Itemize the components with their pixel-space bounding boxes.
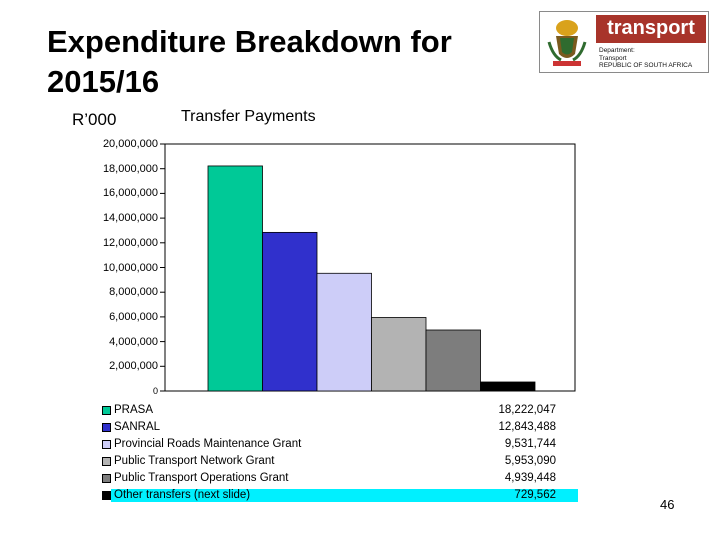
chart-title: Transfer Payments [181,108,316,125]
y-tick-label: 8,000,000 [109,286,158,299]
legend-label: PRASA [114,404,153,416]
legend-value: 729,562 [514,489,556,501]
legend-label: SANRAL [114,421,161,433]
page-number: 46 [660,497,675,512]
legend-swatch [102,406,111,415]
y-tick-label: 6,000,000 [109,310,158,323]
legend-label: Public Transport Network Grant [114,455,275,467]
logo-line-1: Department: [599,47,635,54]
legend-highlight [111,489,578,502]
logo-line-3: REPUBLIC OF SOUTH AFRICA [599,62,693,69]
y-tick-label: 12,000,000 [102,236,158,249]
y-tick-label: 16,000,000 [102,187,158,200]
bar [480,381,536,392]
legend-value: 12,843,488 [498,421,556,433]
legend-label: Provincial Roads Maintenance Grant [114,438,302,450]
bar [207,165,263,392]
coat-of-arms-icon [547,20,587,66]
legend-value: 18,222,047 [498,404,556,416]
logo-subtitle: Department: Transport REPUBLIC OF SOUTH … [599,47,692,70]
y-tick-label: 20,000,000 [102,138,158,150]
slide-title-line1: Expenditure Breakdown for [47,24,452,59]
logo-line-2: Transport [599,54,627,62]
legend-swatch [102,440,111,449]
legend-label: Other transfers (next slide) [114,489,251,501]
y-tick-label: 0 [152,386,158,396]
legend-swatch [102,474,111,483]
plot-area [164,143,576,392]
bar [316,272,372,392]
logo-wordmark: transport [607,17,695,39]
legend-swatch [102,491,111,500]
y-tick-label: 10,000,000 [102,261,158,274]
legend-value: 5,953,090 [504,455,556,467]
slide-title-line2: 2015/16 [47,64,160,99]
y-tick-label: 4,000,000 [109,335,158,348]
bar [262,231,318,392]
legend-swatch [102,423,111,432]
bar [371,317,427,392]
bar [425,329,481,392]
logo-wordmark-band: transport [596,15,706,43]
slide-title: Expenditure Breakdown for 2015/16 [47,22,517,102]
legend-label: Public Transport Operations Grant [114,472,289,484]
legend-value: 9,531,744 [504,438,556,450]
y-tick-label: 18,000,000 [102,162,158,175]
transport-logo: transport Department: Transport REPUBLIC… [539,11,709,73]
legend-swatch [102,457,111,466]
y-tick-label: 14,000,000 [102,212,158,225]
y-axis-unit-label: R’000 [72,110,117,129]
y-tick-label: 2,000,000 [109,360,158,373]
legend-value: 4,939,448 [504,472,556,484]
